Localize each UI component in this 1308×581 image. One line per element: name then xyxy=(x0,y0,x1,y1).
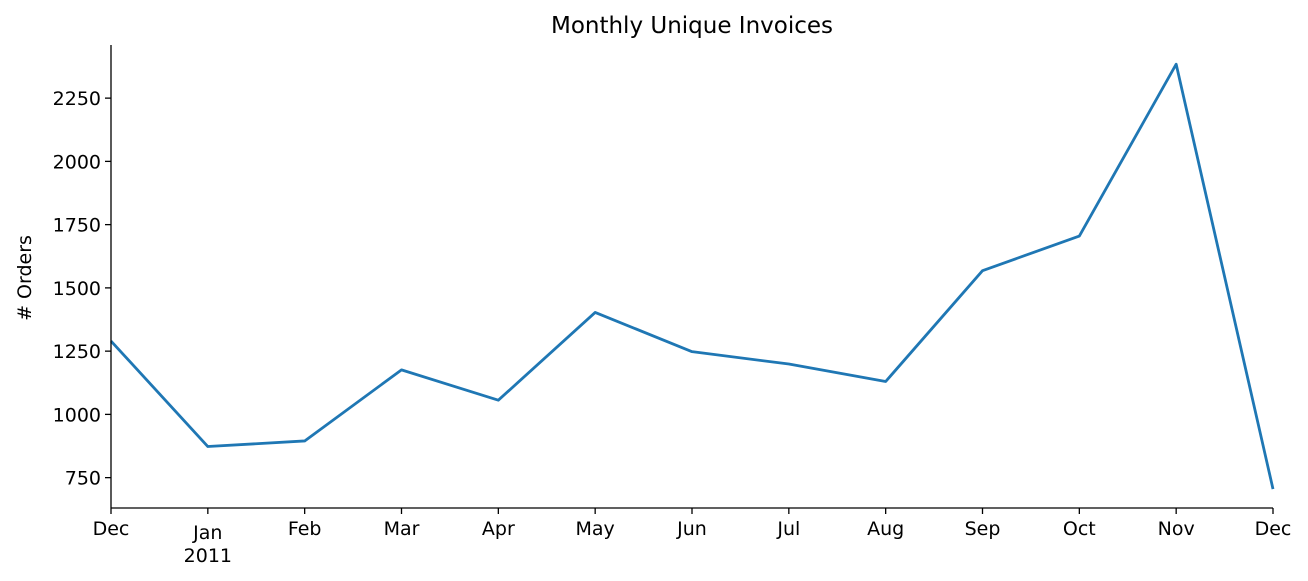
x-tick-label: May xyxy=(576,518,615,540)
y-tick-label: 1750 xyxy=(53,215,101,237)
y-tick-label: 2250 xyxy=(53,88,101,110)
y-tick-label: 2000 xyxy=(53,151,101,173)
series-line xyxy=(109,62,1275,490)
x-tick-label: Mar xyxy=(384,518,420,540)
x-tick-label: Nov xyxy=(1158,518,1195,540)
x-tick-label: Oct xyxy=(1063,518,1096,540)
chart-title: Monthly Unique Invoices xyxy=(551,13,833,39)
y-tick-label: 1500 xyxy=(53,278,101,300)
y-tick-label: 750 xyxy=(65,468,101,490)
x-tick-label: Aug xyxy=(867,518,904,540)
series-layer xyxy=(109,62,1275,490)
x-tick-label: Sep xyxy=(965,518,1001,540)
x-tick-label: Jun xyxy=(676,518,707,540)
y-tick-label: 1000 xyxy=(53,404,101,426)
y-axis-ticks: 750 1000 1250 1500 1750 2000 2250 xyxy=(53,88,111,490)
x-tick-label: Feb xyxy=(288,518,322,540)
y-axis-title: # Orders xyxy=(14,235,36,321)
x-tick-label: Jul xyxy=(776,518,800,540)
x-tick-label: Apr xyxy=(482,518,515,540)
x-tick-sublabel: 2011 xyxy=(184,545,232,567)
x-tick-label: Dec xyxy=(93,518,130,540)
y-tick-label: 1250 xyxy=(53,341,101,363)
x-tick-label: Dec xyxy=(1255,518,1292,540)
x-tick-label: Jan xyxy=(192,522,222,544)
